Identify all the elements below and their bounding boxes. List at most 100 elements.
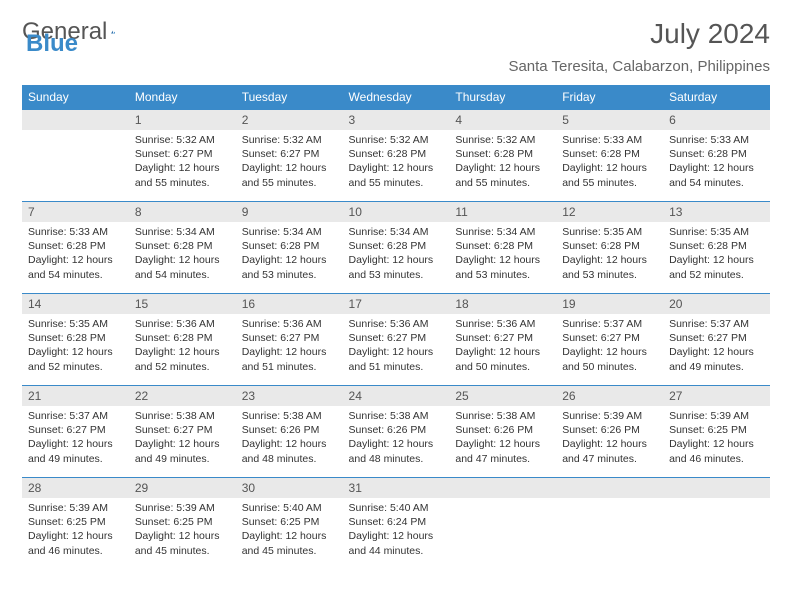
day-number: 6 — [663, 109, 770, 130]
day-number: 12 — [556, 201, 663, 222]
day-content: Sunrise: 5:36 AMSunset: 6:27 PMDaylight:… — [236, 314, 343, 377]
calendar-cell: 10Sunrise: 5:34 AMSunset: 6:28 PMDayligh… — [343, 201, 450, 293]
day-number: 31 — [343, 477, 450, 498]
calendar-cell: 27Sunrise: 5:39 AMSunset: 6:25 PMDayligh… — [663, 385, 770, 477]
day-number: 8 — [129, 201, 236, 222]
calendar-cell: 24Sunrise: 5:38 AMSunset: 6:26 PMDayligh… — [343, 385, 450, 477]
calendar-cell: 19Sunrise: 5:37 AMSunset: 6:27 PMDayligh… — [556, 293, 663, 385]
day-content: Sunrise: 5:37 AMSunset: 6:27 PMDaylight:… — [663, 314, 770, 377]
calendar-cell: 18Sunrise: 5:36 AMSunset: 6:27 PMDayligh… — [449, 293, 556, 385]
day-number-empty — [556, 477, 663, 498]
weekday-header: Sunday — [22, 85, 129, 109]
day-content: Sunrise: 5:32 AMSunset: 6:28 PMDaylight:… — [343, 130, 450, 193]
day-number: 18 — [449, 293, 556, 314]
weekday-header: Friday — [556, 85, 663, 109]
calendar-cell: 1Sunrise: 5:32 AMSunset: 6:27 PMDaylight… — [129, 109, 236, 201]
day-number: 21 — [22, 385, 129, 406]
day-number: 15 — [129, 293, 236, 314]
calendar-cell: 12Sunrise: 5:35 AMSunset: 6:28 PMDayligh… — [556, 201, 663, 293]
day-content: Sunrise: 5:38 AMSunset: 6:26 PMDaylight:… — [343, 406, 450, 469]
day-number: 7 — [22, 201, 129, 222]
day-number: 30 — [236, 477, 343, 498]
brand-flag-icon — [111, 23, 115, 41]
calendar-cell: 25Sunrise: 5:38 AMSunset: 6:26 PMDayligh… — [449, 385, 556, 477]
day-number: 28 — [22, 477, 129, 498]
calendar-table: SundayMondayTuesdayWednesdayThursdayFrid… — [22, 85, 770, 569]
day-number: 23 — [236, 385, 343, 406]
day-number: 3 — [343, 109, 450, 130]
day-content: Sunrise: 5:34 AMSunset: 6:28 PMDaylight:… — [449, 222, 556, 285]
location-text: Santa Teresita, Calabarzon, Philippines — [22, 58, 770, 75]
calendar-cell — [449, 477, 556, 569]
calendar-cell: 16Sunrise: 5:36 AMSunset: 6:27 PMDayligh… — [236, 293, 343, 385]
calendar-cell: 29Sunrise: 5:39 AMSunset: 6:25 PMDayligh… — [129, 477, 236, 569]
calendar-cell: 7Sunrise: 5:33 AMSunset: 6:28 PMDaylight… — [22, 201, 129, 293]
day-content: Sunrise: 5:39 AMSunset: 6:25 PMDaylight:… — [129, 498, 236, 561]
day-number: 24 — [343, 385, 450, 406]
calendar-body: 1Sunrise: 5:32 AMSunset: 6:27 PMDaylight… — [22, 109, 770, 569]
day-content: Sunrise: 5:38 AMSunset: 6:27 PMDaylight:… — [129, 406, 236, 469]
weekday-header: Tuesday — [236, 85, 343, 109]
day-content: Sunrise: 5:35 AMSunset: 6:28 PMDaylight:… — [556, 222, 663, 285]
day-number: 5 — [556, 109, 663, 130]
calendar-cell: 20Sunrise: 5:37 AMSunset: 6:27 PMDayligh… — [663, 293, 770, 385]
calendar-cell: 8Sunrise: 5:34 AMSunset: 6:28 PMDaylight… — [129, 201, 236, 293]
day-content: Sunrise: 5:36 AMSunset: 6:27 PMDaylight:… — [343, 314, 450, 377]
day-content: Sunrise: 5:33 AMSunset: 6:28 PMDaylight:… — [22, 222, 129, 285]
day-number: 26 — [556, 385, 663, 406]
calendar-cell: 31Sunrise: 5:40 AMSunset: 6:24 PMDayligh… — [343, 477, 450, 569]
day-content: Sunrise: 5:39 AMSunset: 6:25 PMDaylight:… — [663, 406, 770, 469]
day-content: Sunrise: 5:33 AMSunset: 6:28 PMDaylight:… — [556, 130, 663, 193]
day-content: Sunrise: 5:40 AMSunset: 6:25 PMDaylight:… — [236, 498, 343, 561]
weekday-header: Thursday — [449, 85, 556, 109]
calendar-cell: 2Sunrise: 5:32 AMSunset: 6:27 PMDaylight… — [236, 109, 343, 201]
calendar-cell: 9Sunrise: 5:34 AMSunset: 6:28 PMDaylight… — [236, 201, 343, 293]
day-number: 10 — [343, 201, 450, 222]
calendar-cell — [22, 109, 129, 201]
calendar-cell: 23Sunrise: 5:38 AMSunset: 6:26 PMDayligh… — [236, 385, 343, 477]
day-number-empty — [449, 477, 556, 498]
day-content: Sunrise: 5:34 AMSunset: 6:28 PMDaylight:… — [129, 222, 236, 285]
day-number: 25 — [449, 385, 556, 406]
day-number: 1 — [129, 109, 236, 130]
day-content: Sunrise: 5:32 AMSunset: 6:27 PMDaylight:… — [129, 130, 236, 193]
page-title: July 2024 — [650, 18, 770, 50]
calendar-cell: 17Sunrise: 5:36 AMSunset: 6:27 PMDayligh… — [343, 293, 450, 385]
day-content: Sunrise: 5:35 AMSunset: 6:28 PMDaylight:… — [22, 314, 129, 377]
day-number-empty — [22, 109, 129, 130]
brand-name-2: Blue — [26, 30, 78, 57]
day-content: Sunrise: 5:34 AMSunset: 6:28 PMDaylight:… — [343, 222, 450, 285]
day-number: 22 — [129, 385, 236, 406]
day-content: Sunrise: 5:34 AMSunset: 6:28 PMDaylight:… — [236, 222, 343, 285]
day-number: 11 — [449, 201, 556, 222]
weekday-header: Monday — [129, 85, 236, 109]
weekday-header: Saturday — [663, 85, 770, 109]
day-content: Sunrise: 5:37 AMSunset: 6:27 PMDaylight:… — [556, 314, 663, 377]
calendar-cell: 5Sunrise: 5:33 AMSunset: 6:28 PMDaylight… — [556, 109, 663, 201]
calendar-cell — [556, 477, 663, 569]
day-content: Sunrise: 5:39 AMSunset: 6:25 PMDaylight:… — [22, 498, 129, 561]
day-content: Sunrise: 5:40 AMSunset: 6:24 PMDaylight:… — [343, 498, 450, 561]
day-number: 19 — [556, 293, 663, 314]
day-content: Sunrise: 5:38 AMSunset: 6:26 PMDaylight:… — [236, 406, 343, 469]
day-content: Sunrise: 5:32 AMSunset: 6:27 PMDaylight:… — [236, 130, 343, 193]
day-content: Sunrise: 5:39 AMSunset: 6:26 PMDaylight:… — [556, 406, 663, 469]
calendar-cell: 3Sunrise: 5:32 AMSunset: 6:28 PMDaylight… — [343, 109, 450, 201]
calendar-header: SundayMondayTuesdayWednesdayThursdayFrid… — [22, 85, 770, 109]
day-number: 29 — [129, 477, 236, 498]
calendar-cell: 6Sunrise: 5:33 AMSunset: 6:28 PMDaylight… — [663, 109, 770, 201]
day-content: Sunrise: 5:38 AMSunset: 6:26 PMDaylight:… — [449, 406, 556, 469]
calendar-cell: 26Sunrise: 5:39 AMSunset: 6:26 PMDayligh… — [556, 385, 663, 477]
day-number: 2 — [236, 109, 343, 130]
weekday-header: Wednesday — [343, 85, 450, 109]
calendar-cell: 14Sunrise: 5:35 AMSunset: 6:28 PMDayligh… — [22, 293, 129, 385]
calendar-cell: 22Sunrise: 5:38 AMSunset: 6:27 PMDayligh… — [129, 385, 236, 477]
calendar-cell: 21Sunrise: 5:37 AMSunset: 6:27 PMDayligh… — [22, 385, 129, 477]
day-number: 20 — [663, 293, 770, 314]
day-number: 17 — [343, 293, 450, 314]
day-content: Sunrise: 5:33 AMSunset: 6:28 PMDaylight:… — [663, 130, 770, 193]
day-number: 16 — [236, 293, 343, 314]
day-content: Sunrise: 5:36 AMSunset: 6:27 PMDaylight:… — [449, 314, 556, 377]
day-content: Sunrise: 5:37 AMSunset: 6:27 PMDaylight:… — [22, 406, 129, 469]
day-number: 14 — [22, 293, 129, 314]
